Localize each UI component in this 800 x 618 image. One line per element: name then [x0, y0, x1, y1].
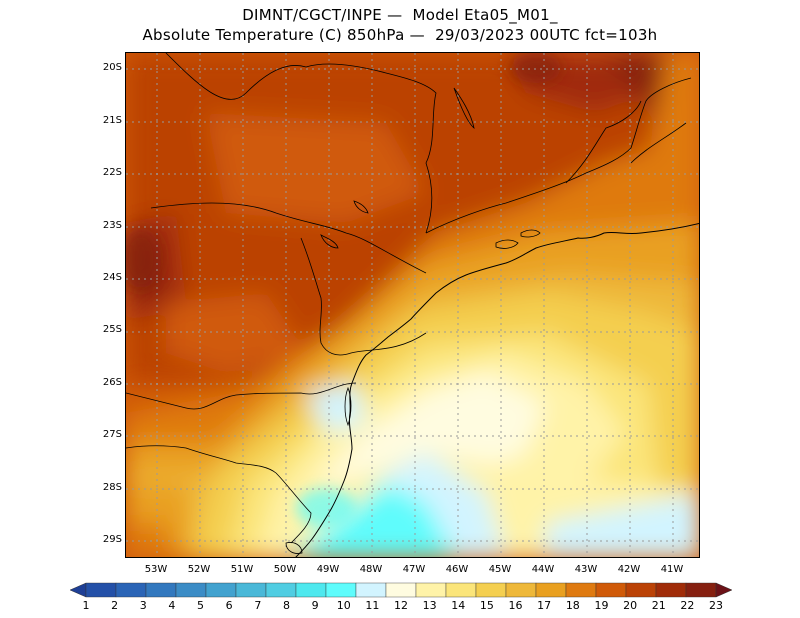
colorbar-label: 3: [139, 599, 147, 612]
colorbar-label: 20: [623, 599, 638, 612]
colorbar-swatch: [325, 582, 357, 598]
colorbar-swatch: [235, 582, 267, 598]
colorbar-label: 14: [451, 599, 466, 612]
lat-label: 24S: [102, 272, 122, 283]
lon-label: 53W: [144, 564, 168, 575]
lat-label: 20S: [102, 62, 122, 73]
colorbar-label: 21: [651, 599, 666, 612]
lon-label: 41W: [660, 564, 684, 575]
colorbar-swatch: [595, 582, 627, 598]
lat-label: 29S: [102, 534, 122, 545]
colorbar-swatch: [175, 582, 207, 598]
colorbar-swatch: [565, 582, 597, 598]
lon-label: 45W: [488, 564, 512, 575]
lat-label: 22S: [102, 167, 122, 178]
lat-label: 27S: [102, 429, 122, 440]
colorbar-swatch: [625, 582, 657, 598]
colorbar-swatch: [475, 582, 507, 598]
colorbar-label: 2: [111, 599, 119, 612]
temperature-field: [126, 53, 699, 557]
lat-label: 25S: [102, 324, 122, 335]
colorbar-swatch: [265, 582, 297, 598]
colorbar-label: 17: [537, 599, 552, 612]
lon-label: 44W: [531, 564, 555, 575]
colorbar-swatch: [355, 582, 387, 598]
lat-label: 28S: [102, 482, 122, 493]
lat-label: 23S: [102, 220, 122, 231]
colorbar-label: 11: [365, 599, 380, 612]
colorbar-label: 8: [282, 599, 290, 612]
colorbar-label: 4: [168, 599, 176, 612]
colorbar-arrow-right: [715, 582, 732, 598]
state-borders: [126, 53, 692, 544]
lat-label: 21S: [102, 115, 122, 126]
lon-label: 51W: [230, 564, 254, 575]
colorbar-swatch: [445, 582, 477, 598]
title-line-1: DIMNT/CGCT/INPE — Model Eta05_M01_: [242, 6, 558, 24]
lon-label: 52W: [187, 564, 211, 575]
colorbar-swatch: [655, 582, 687, 598]
colorbar-label: 19: [594, 599, 609, 612]
colorbar-label: 23: [709, 599, 723, 612]
coastline: [295, 222, 699, 557]
lat-label: 26S: [102, 377, 122, 388]
lon-label: 48W: [359, 564, 383, 575]
title-line-2: Absolute Temperature (C) 850hPa — 29/03/…: [142, 26, 658, 44]
colorbar-label: 7: [254, 599, 262, 612]
colorbar-label: 12: [394, 599, 408, 612]
colorbar-label: 1: [82, 599, 90, 612]
colorbar-swatch: [505, 582, 537, 598]
lakes-and-islands: [285, 87, 541, 554]
colorbar-label: 6: [225, 599, 233, 612]
colorbar-swatch: [85, 582, 117, 598]
colorbar-label: 10: [336, 599, 351, 612]
temperature-map: [126, 53, 699, 557]
colorbar-swatch: [205, 582, 237, 598]
colorbar-swatch: [535, 582, 567, 598]
colorbar-swatch: [145, 582, 177, 598]
colorbar-label: 15: [479, 599, 494, 612]
colorbar-arrow-left: [70, 582, 87, 598]
lon-label: 49W: [316, 564, 340, 575]
colorbar-label: 5: [197, 599, 205, 612]
colorbar-swatch: [685, 582, 717, 598]
colorbar-swatch: [115, 582, 147, 598]
map-frame: [125, 52, 700, 558]
colorbar-label: 9: [311, 599, 319, 612]
lon-label: 50W: [273, 564, 297, 575]
colorbar-label: 13: [422, 599, 437, 612]
colorbar-label: 22: [680, 599, 695, 612]
colorbar-label: 18: [565, 599, 580, 612]
lon-label: 42W: [617, 564, 641, 575]
lon-label: 46W: [445, 564, 469, 575]
colorbar-label: 16: [508, 599, 523, 612]
colorbar-swatch: [385, 582, 417, 598]
colorbar: [70, 582, 732, 598]
lon-label: 47W: [402, 564, 426, 575]
colorbar-swatch: [415, 582, 447, 598]
lon-label: 43W: [574, 564, 598, 575]
colorbar-swatch: [295, 582, 327, 598]
grid-lines: [126, 53, 699, 557]
